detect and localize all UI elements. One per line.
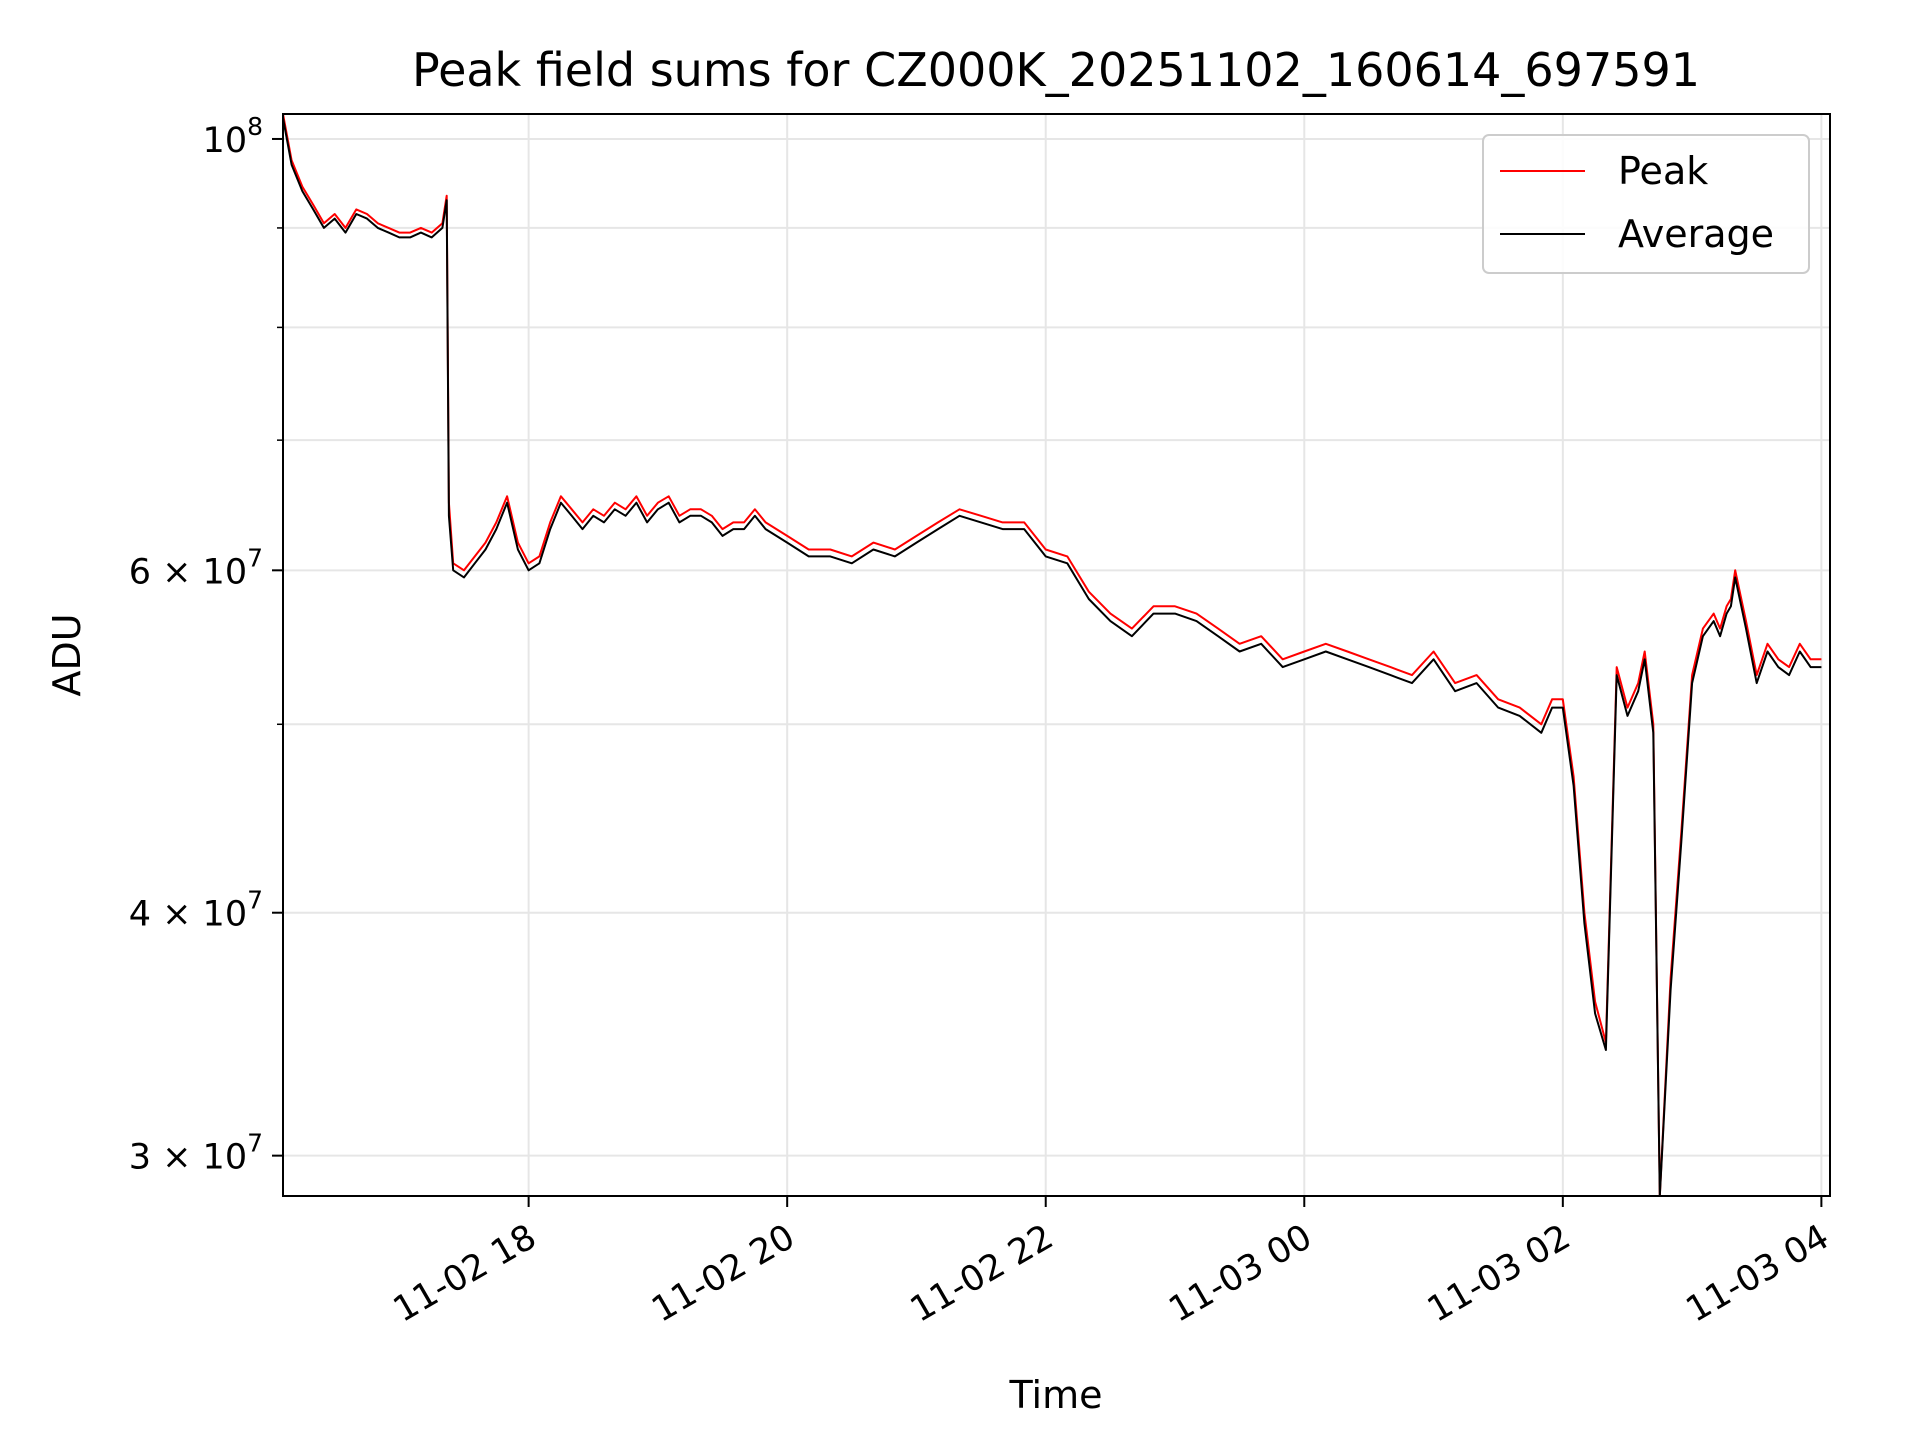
legend-label-peak: Peak — [1618, 149, 1708, 193]
y-tick-label: 4 × 107 — [129, 886, 263, 935]
legend-box — [1482, 134, 1810, 274]
legend-label-average: Average — [1618, 212, 1774, 256]
series-line-average — [282, 117, 1822, 1197]
y-axis-label: ADU — [45, 613, 89, 696]
y-tick-label: 108 — [203, 112, 263, 161]
y-tick-label: 6 × 107 — [129, 543, 263, 592]
x-axis-label: Time — [1009, 1373, 1103, 1417]
y-tick-label: 3 × 107 — [129, 1129, 263, 1178]
y-axis: 3 × 107 4 × 107 6 × 107 108 — [129, 112, 283, 1178]
plot-area-frame — [282, 113, 1831, 1197]
legend: Peak Average — [1482, 134, 1810, 274]
chart-title: Peak field sums for CZ000K_20251102_1606… — [412, 43, 1700, 97]
series-layer — [282, 113, 1822, 1197]
